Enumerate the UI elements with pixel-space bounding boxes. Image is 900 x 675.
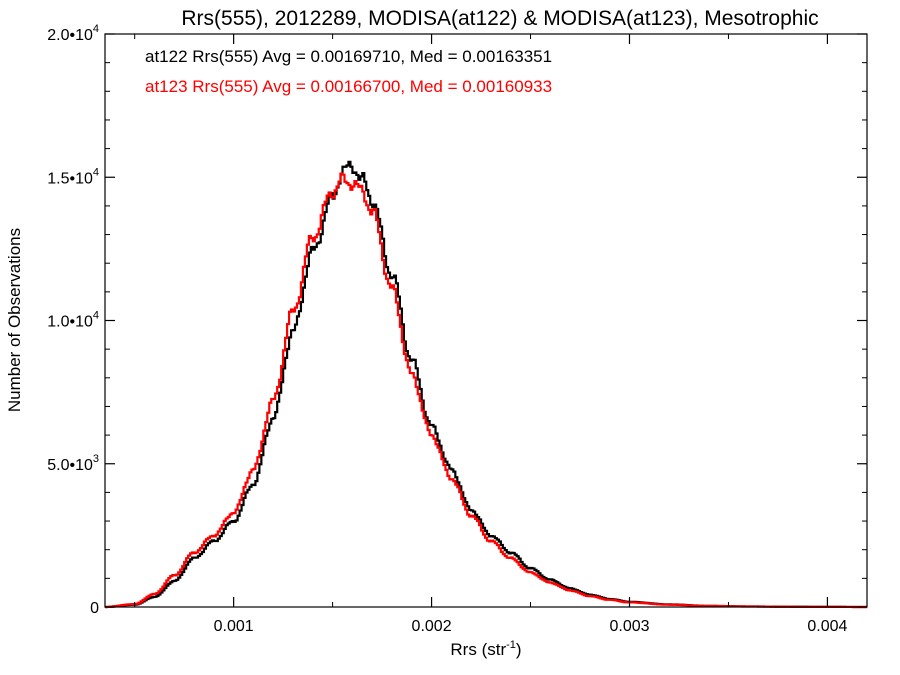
series-at123-line [105, 172, 867, 609]
annotation-at123: at123 Rrs(555) Avg = 0.00166700, Med = 0… [145, 77, 552, 96]
x-tick-label-2: 0.003 [609, 618, 649, 635]
x-axis-title: Rrs (str-1) [450, 639, 521, 659]
y-axis-title: Number of Observations [5, 228, 24, 412]
x-axis-title-close: ) [516, 640, 522, 659]
y-tick-label-0: 0 [90, 600, 99, 617]
annotation-at122: at122 Rrs(555) Avg = 0.00169710, Med = 0… [145, 47, 552, 66]
y-tick-label-3: 1.5•104 [47, 166, 99, 187]
chart-title: Rrs(555), 2012289, MODISA(at122) & MODIS… [181, 7, 818, 30]
x-tick-label-3: 0.004 [807, 618, 847, 635]
x-tick-label-1: 0.002 [412, 618, 452, 635]
y-tick-label-2: 1.0•104 [47, 310, 99, 331]
x-axis-title-superscript: -1 [506, 639, 516, 651]
y-tick-label-1: 5.0•103 [47, 453, 99, 474]
x-tick-label-0: 0.001 [214, 618, 254, 635]
x-axis-title-text: Rrs (str [450, 640, 506, 659]
y-tick-label-4: 2.0•104 [47, 23, 99, 44]
